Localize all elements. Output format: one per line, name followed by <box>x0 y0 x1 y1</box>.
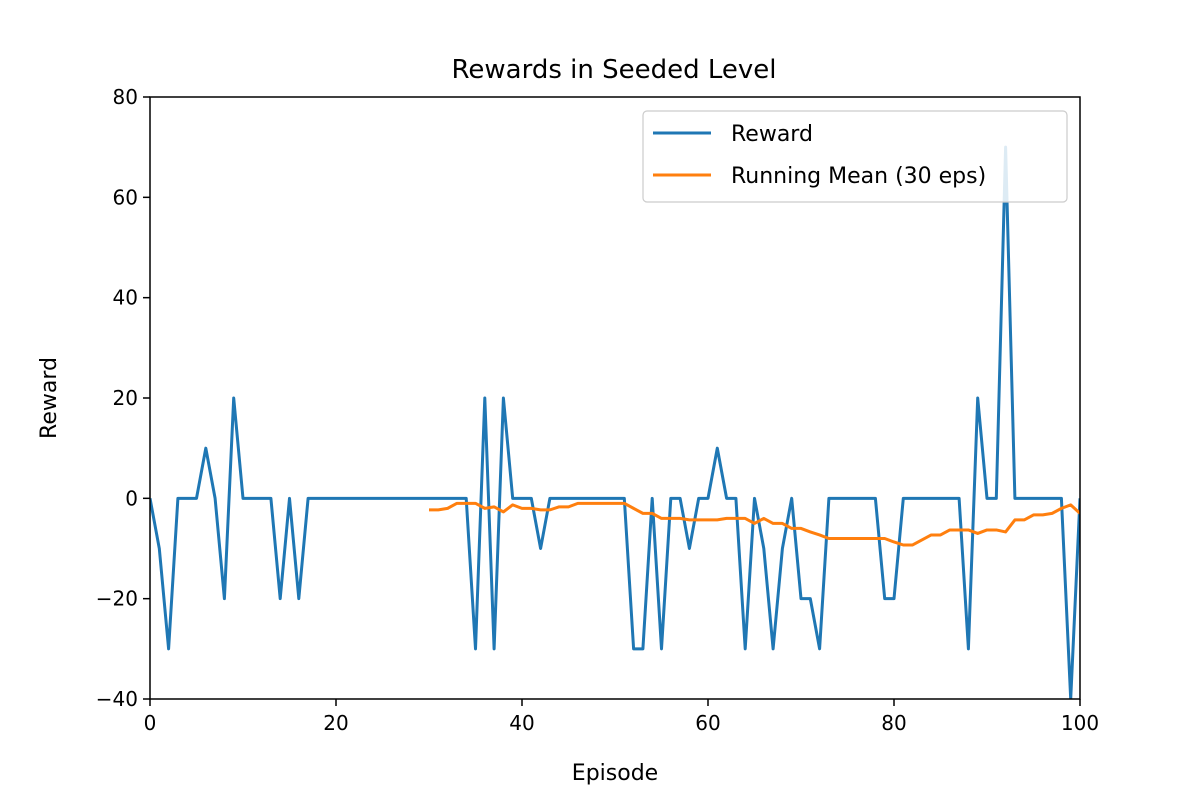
series-layer <box>150 145 1080 699</box>
y-tick-label: 40 <box>113 286 138 310</box>
legend-label-reward: Reward <box>731 122 813 147</box>
y-tick-label: −20 <box>96 587 138 611</box>
x-tick-label: 80 <box>881 711 906 735</box>
y-tick-label: 60 <box>113 185 138 209</box>
y-tick-label: 20 <box>113 386 138 410</box>
y-axis-label: Reward <box>37 357 62 439</box>
x-tick-label: 20 <box>323 711 348 735</box>
x-axis: 0 20 40 60 80 100 <box>144 699 1099 735</box>
series-line-reward <box>150 145 1080 699</box>
x-tick-label: 0 <box>144 711 157 735</box>
y-tick-label: 80 <box>113 85 138 109</box>
chart-title: Rewards in Seeded Level <box>452 55 777 85</box>
legend-label-running-mean: Running Mean (30 eps) <box>731 164 986 189</box>
x-tick-label: 100 <box>1061 711 1099 735</box>
x-axis-label: Episode <box>572 761 658 786</box>
legend-box <box>642 110 1068 203</box>
y-axis: −40 −20 0 20 40 60 80 <box>96 85 150 711</box>
series-line-running-mean <box>429 501 1080 547</box>
y-tick-label: 0 <box>125 486 138 510</box>
legend: Reward Running Mean (30 eps) <box>642 110 1068 203</box>
x-tick-label: 60 <box>695 711 720 735</box>
y-tick-label: −40 <box>96 687 138 711</box>
x-tick-label: 40 <box>509 711 534 735</box>
